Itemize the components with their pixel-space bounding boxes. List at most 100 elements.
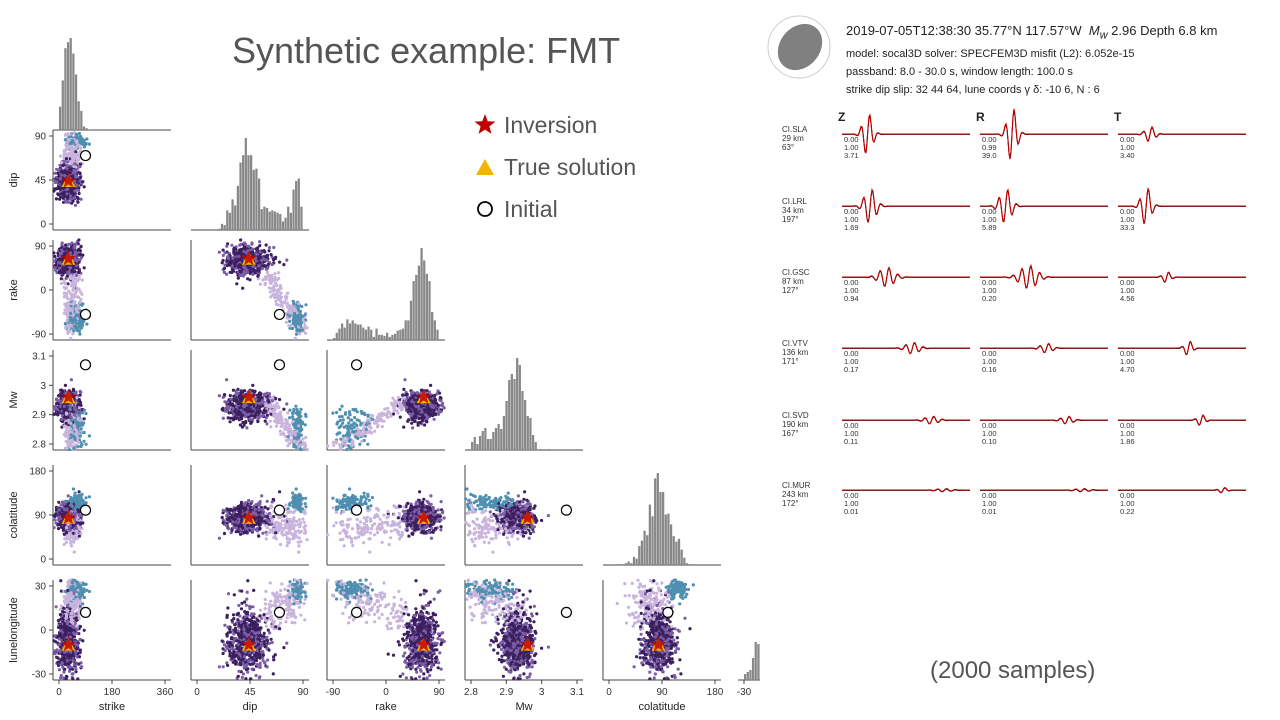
sample-point xyxy=(64,243,68,247)
sample-point xyxy=(67,247,71,251)
sample-point xyxy=(258,282,262,286)
sample-point xyxy=(346,416,350,420)
subplot-Mw-vs-rake xyxy=(326,350,446,452)
sample-point xyxy=(217,394,221,398)
histogram-bar xyxy=(265,207,269,230)
sample-point xyxy=(288,319,292,323)
sample-point xyxy=(335,410,339,415)
sample-point xyxy=(351,439,355,443)
histogram-bar xyxy=(354,323,357,340)
sample-point xyxy=(63,322,67,326)
sample-point xyxy=(66,187,70,191)
sample-point xyxy=(391,412,396,416)
sample-point xyxy=(220,407,224,411)
sample-point xyxy=(299,407,303,411)
sample-point xyxy=(274,281,278,285)
sample-point xyxy=(331,440,335,444)
sample-point xyxy=(241,286,245,290)
sample-point xyxy=(245,426,249,430)
sample-point xyxy=(82,266,86,270)
sample-point xyxy=(297,325,301,329)
sample-point xyxy=(230,243,234,247)
sample-point xyxy=(277,271,281,275)
sample-point xyxy=(56,171,60,175)
sample-point xyxy=(66,164,70,168)
sample-point xyxy=(366,442,370,446)
sample-point xyxy=(256,404,260,408)
sample-point xyxy=(79,146,83,150)
histogram-bar xyxy=(289,212,293,230)
sample-point xyxy=(278,397,282,402)
sample-point xyxy=(65,274,69,278)
sample-point xyxy=(78,323,82,327)
sample-point xyxy=(263,281,268,285)
sample-point xyxy=(269,295,273,299)
sample-point xyxy=(281,421,285,425)
y-tick-label: 0 xyxy=(40,286,46,297)
sample-point xyxy=(72,424,76,428)
sample-point xyxy=(68,157,72,161)
sample-point xyxy=(300,427,304,431)
histogram-bar xyxy=(393,333,397,340)
sample-point xyxy=(78,249,82,253)
sample-point xyxy=(225,378,229,382)
sample-point xyxy=(257,269,261,273)
sample-point xyxy=(272,419,277,423)
sample-point xyxy=(231,256,235,260)
sample-point xyxy=(274,255,278,259)
sample-point xyxy=(59,281,64,285)
sample-point xyxy=(238,251,242,255)
histogram-bar xyxy=(273,211,277,230)
sample-point xyxy=(71,264,75,268)
y-axis-label: rake xyxy=(8,279,20,300)
sample-point xyxy=(68,407,72,412)
sample-point xyxy=(72,412,76,416)
sample-point xyxy=(60,241,64,245)
sample-point xyxy=(254,252,258,256)
sample-point xyxy=(60,192,64,196)
histogram-bar xyxy=(386,332,389,340)
histogram-bar xyxy=(333,337,336,340)
sample-point xyxy=(65,144,69,148)
sample-point xyxy=(72,301,76,306)
sample-point xyxy=(59,277,63,281)
sample-point xyxy=(64,281,68,285)
sample-point xyxy=(269,253,273,257)
sample-point xyxy=(78,165,82,169)
sample-point xyxy=(67,444,71,448)
sample-point xyxy=(60,417,64,421)
sample-point xyxy=(67,138,71,142)
sample-point xyxy=(299,414,303,419)
sample-point xyxy=(59,252,63,256)
sample-point xyxy=(231,388,235,392)
histogram-bar xyxy=(260,209,263,230)
sample-point xyxy=(58,163,62,167)
sample-point xyxy=(244,270,248,275)
sample-point xyxy=(63,415,67,419)
sample-point xyxy=(260,258,264,262)
sample-point xyxy=(59,173,63,177)
histogram-bar xyxy=(346,319,349,340)
sample-point xyxy=(270,273,274,277)
sample-point xyxy=(326,444,330,448)
sample-point xyxy=(291,299,295,303)
histogram-bar xyxy=(279,214,282,230)
sample-point xyxy=(273,408,277,412)
sample-point xyxy=(52,189,56,193)
sample-point xyxy=(303,443,307,447)
sample-point xyxy=(334,439,338,443)
sample-point xyxy=(258,240,262,244)
sample-point xyxy=(230,267,234,271)
sample-point xyxy=(268,290,272,294)
y-tick-label: 90 xyxy=(35,132,47,143)
sample-point xyxy=(278,260,282,264)
sample-point xyxy=(59,160,64,165)
sample-point xyxy=(66,270,70,275)
sample-point xyxy=(239,398,243,402)
sample-point xyxy=(274,396,278,401)
sample-point xyxy=(78,393,82,397)
sample-point xyxy=(68,171,72,175)
sample-point xyxy=(242,411,246,415)
sample-point xyxy=(292,439,296,443)
sample-point xyxy=(78,252,82,256)
